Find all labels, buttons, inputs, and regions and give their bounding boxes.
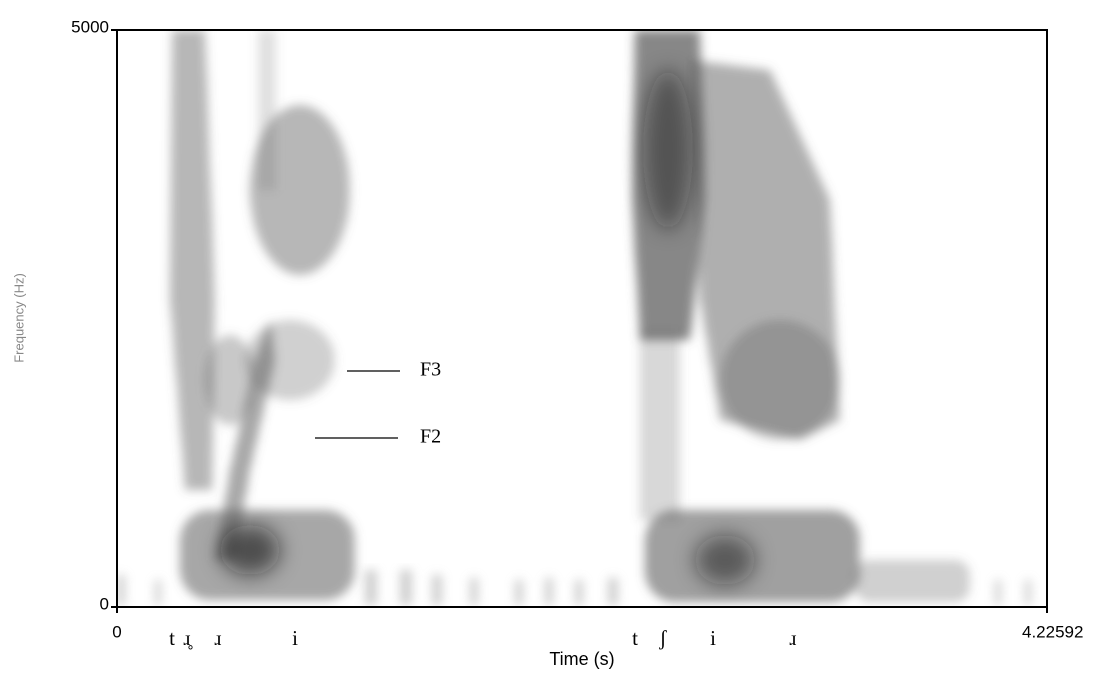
- x-axis-label: Time (s): [549, 649, 614, 669]
- segment-label: ɹ̥: [184, 626, 194, 650]
- x-tick-label: 0: [112, 622, 121, 641]
- x-tick-label: 4.22592: [1022, 622, 1083, 641]
- segment-label: i: [292, 626, 298, 650]
- segment-label: ɹ: [790, 626, 797, 650]
- segment-label: ɹ: [215, 626, 222, 650]
- segment-label: ʃ: [659, 626, 668, 650]
- spectrogram-shading: [117, 30, 1031, 605]
- segment-label: t: [169, 626, 175, 650]
- segment-label: i: [710, 626, 716, 650]
- y-axis-label: Frequency (Hz): [11, 273, 26, 363]
- annotation: F2: [420, 426, 441, 448]
- segment-label: t: [632, 626, 638, 650]
- plot-frame: [116, 29, 1048, 608]
- annotation: F3: [420, 359, 441, 381]
- y-tick-label: 0: [100, 594, 109, 613]
- y-tick-label: 5000: [71, 17, 109, 36]
